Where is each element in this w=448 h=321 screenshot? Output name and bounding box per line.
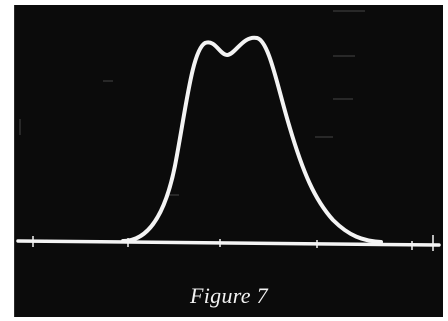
baseline-trace (16, 239, 441, 247)
pulse-trace (121, 35, 383, 244)
oscilloscope-photo: Figure 7 (14, 5, 443, 317)
reticle-marks (19, 10, 365, 196)
figure-caption: Figure 7 (190, 283, 268, 308)
oscilloscope-screen (16, 10, 441, 251)
baseline-ticks (32, 235, 434, 251)
